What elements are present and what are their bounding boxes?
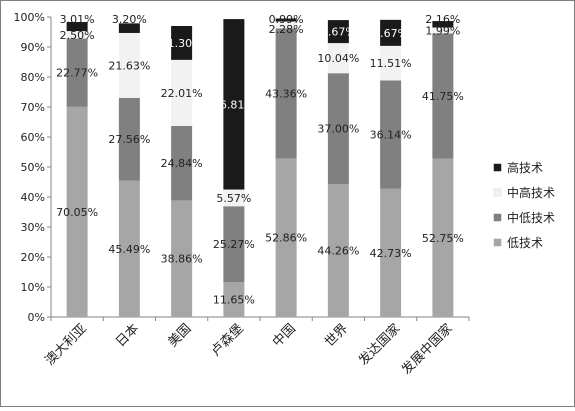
data-label: 10.04% [317, 52, 359, 65]
data-label: 11.65% [213, 294, 255, 307]
data-label: 22.01% [161, 87, 203, 100]
bar-segment [380, 45, 402, 81]
data-label: 37.00% [317, 123, 359, 136]
y-tick-label: 50% [21, 161, 45, 174]
bar-segment [118, 97, 140, 181]
bar-segment [66, 31, 88, 39]
data-label: 1.99% [425, 25, 460, 38]
data-label: 2.16% [425, 13, 460, 26]
bar-segment [66, 106, 88, 317]
bar-segment [275, 158, 297, 317]
bar-segment [327, 184, 349, 317]
y-tick-label: 30% [21, 221, 45, 234]
legend-swatch [493, 163, 502, 172]
data-label: 25.27% [213, 238, 255, 251]
bar-segment [118, 23, 140, 33]
x-category-label: 美国 [165, 321, 194, 350]
x-category-label: 发达国家 [355, 321, 403, 369]
legend-swatch [493, 188, 502, 197]
data-label: 52.86% [265, 232, 307, 245]
y-tick-label: 80% [21, 71, 45, 84]
data-label: 3.01% [60, 13, 95, 26]
data-label: 43.36% [265, 87, 307, 100]
x-category-label: 澳大利亚 [42, 321, 90, 369]
bar-segment [432, 33, 454, 159]
x-category-label: 世界 [322, 321, 351, 350]
data-label: 24.84% [161, 157, 203, 170]
bar-segment [118, 32, 140, 98]
bar-segment [327, 20, 349, 44]
data-label: 27.56% [108, 133, 150, 146]
data-label: 42.73% [370, 247, 412, 260]
data-label: 3.20% [112, 13, 147, 26]
y-tick-label: 40% [21, 191, 45, 204]
data-label: 70.05% [56, 206, 98, 219]
data-label: 11.51% [370, 57, 412, 70]
data-label: 0.99% [269, 13, 304, 26]
x-category-label: 中国 [270, 321, 299, 350]
data-label: 41.75% [422, 90, 464, 103]
bar-segment [223, 282, 245, 317]
y-tick-label: 100% [14, 11, 45, 24]
bar-segment [432, 21, 454, 28]
bar-segment [275, 21, 297, 29]
bar-segment [380, 80, 402, 189]
bar-segment [327, 43, 349, 74]
data-label: 36.14% [370, 129, 412, 142]
bar-segment [223, 206, 245, 283]
legend-label: 高技术 [507, 160, 543, 175]
bar-segment [171, 125, 193, 201]
bar-segment [171, 59, 193, 126]
data-label: 22.77% [56, 67, 98, 80]
data-label: 7.67% [321, 26, 356, 39]
bar-segment [223, 189, 245, 207]
bar-segment [223, 19, 245, 190]
y-tick-label: 70% [21, 101, 45, 114]
y-tick-label: 90% [21, 41, 45, 54]
chart-data-labels: 70.05% 22.77% 2.50% 3.01% 45.49% 27.56% 21.63%… [56, 13, 464, 307]
legend-label: 中低技术 [507, 210, 555, 225]
chart-bars [66, 18, 454, 317]
legend-swatch [493, 213, 502, 222]
x-category-label: 卢森堡 [208, 321, 247, 360]
data-label: 38.86% [161, 253, 203, 266]
data-label: 2.50% [60, 29, 95, 42]
data-label: 21.63% [108, 59, 150, 72]
bar-segment [66, 38, 88, 107]
x-category-label: 发展中国家 [398, 321, 455, 378]
bar-segment [171, 25, 193, 60]
data-label: 56.81% [213, 98, 255, 111]
y-tick-label: 10% [21, 281, 45, 294]
y-tick-label: 20% [21, 251, 45, 264]
data-label: 2.28% [269, 23, 304, 36]
bar-segment [432, 27, 454, 34]
data-label: 11.30% [161, 37, 203, 50]
bar-segment [275, 28, 297, 159]
bar-segment [118, 180, 140, 317]
data-label: 5.57% [216, 192, 251, 205]
x-category-label: 日本 [113, 321, 142, 350]
legend-label: 中高技术 [507, 185, 555, 200]
bar-segment [432, 158, 454, 317]
bar-segment [380, 19, 402, 46]
data-label: 52.75% [422, 232, 464, 245]
bar-segment [275, 18, 297, 22]
y-tick-label: 60% [21, 131, 45, 144]
data-label: 8.67% [373, 27, 408, 40]
bar-segment [66, 22, 88, 32]
bar-segment [380, 188, 402, 317]
legend-swatch [493, 238, 502, 247]
bar-segment [327, 73, 349, 185]
legend-label: 低技术 [507, 236, 543, 250]
data-label: 45.49% [108, 243, 150, 256]
data-label: 44.26% [317, 245, 359, 258]
y-tick-label: 0% [28, 311, 45, 324]
bar-segment [171, 200, 193, 317]
